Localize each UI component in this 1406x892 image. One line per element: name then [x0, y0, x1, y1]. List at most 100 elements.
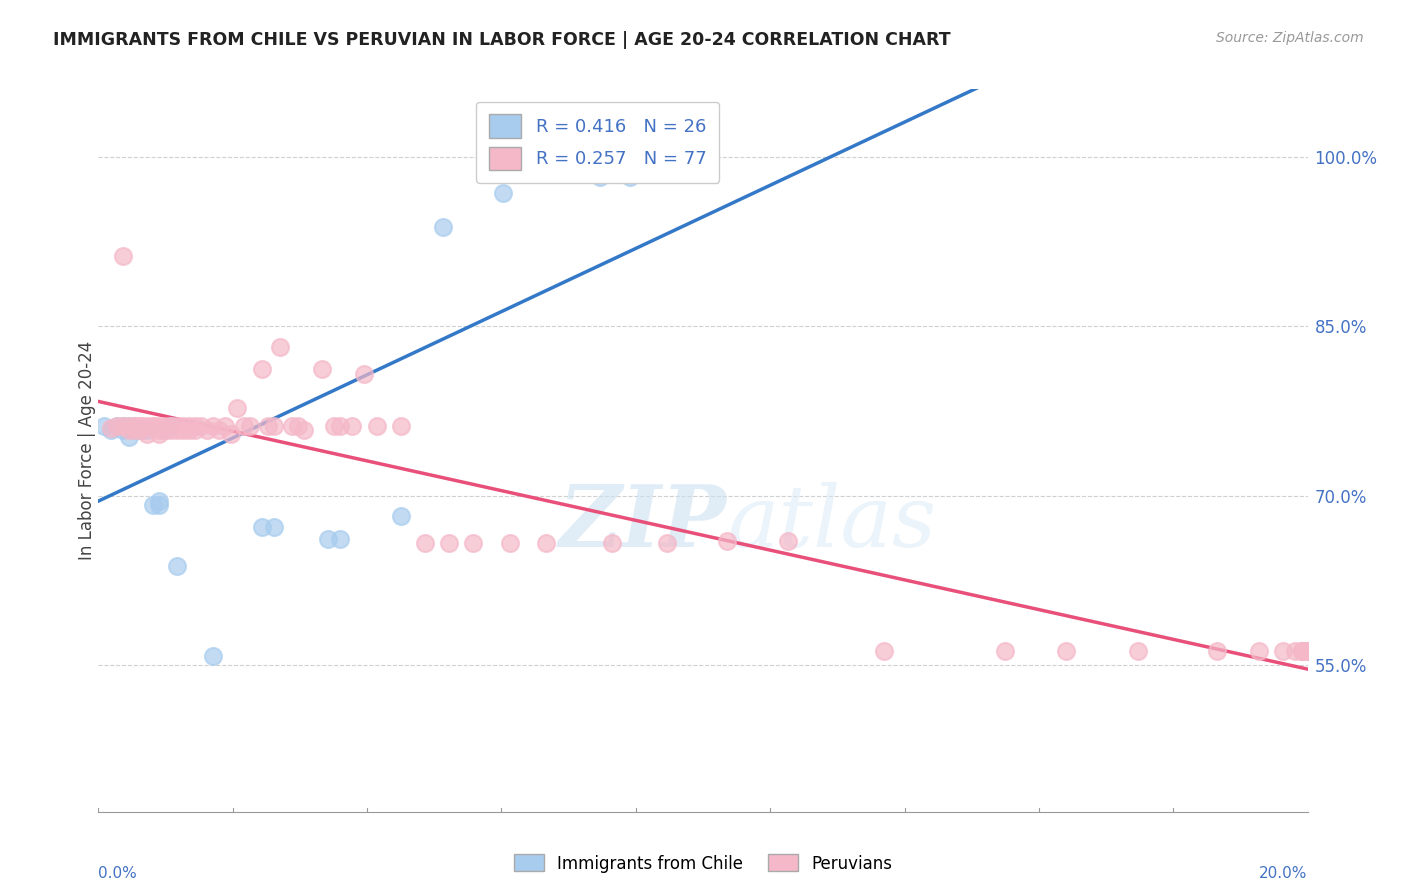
Point [389, 508, 412, 523]
Point [239, 418, 262, 433]
Point [311, 362, 333, 376]
Legend: R = 0.416   N = 26, R = 0.257   N = 77: R = 0.416 N = 26, R = 0.257 N = 77 [477, 102, 720, 183]
Point [142, 498, 165, 512]
Point [129, 418, 152, 433]
Point [1291, 644, 1313, 658]
Point [202, 648, 225, 663]
Point [124, 423, 146, 437]
Point [1054, 644, 1077, 658]
Point [172, 418, 194, 433]
Point [269, 340, 291, 354]
Point [232, 418, 254, 433]
Text: Source: ZipAtlas.com: Source: ZipAtlas.com [1216, 31, 1364, 45]
Point [292, 423, 315, 437]
Point [135, 423, 157, 437]
Point [432, 219, 454, 234]
Point [214, 418, 236, 433]
Point [153, 423, 176, 437]
Point [118, 418, 141, 433]
Point [263, 520, 285, 534]
Point [655, 536, 678, 550]
Point [1284, 644, 1306, 658]
Point [534, 536, 557, 550]
Point [226, 401, 249, 415]
Point [329, 418, 352, 433]
Point [250, 362, 273, 376]
Point [208, 423, 231, 437]
Point [342, 418, 364, 433]
Point [1206, 644, 1229, 658]
Point [184, 418, 207, 433]
Point [437, 536, 460, 550]
Point [124, 418, 146, 433]
Point [153, 423, 176, 437]
Point [148, 418, 170, 433]
Point [111, 249, 134, 263]
Point [256, 418, 278, 433]
Point [179, 418, 201, 433]
Point [323, 418, 346, 433]
Point [366, 418, 388, 433]
Point [873, 644, 896, 658]
Point [124, 418, 146, 433]
Point [994, 644, 1017, 658]
Point [413, 536, 436, 550]
Point [142, 418, 165, 433]
Point [1291, 644, 1313, 658]
Point [1296, 644, 1319, 658]
Point [148, 423, 170, 437]
Point [160, 418, 183, 433]
Point [105, 418, 128, 433]
Point [160, 418, 183, 433]
Point [1296, 644, 1319, 658]
Point [1249, 644, 1271, 658]
Point [105, 418, 128, 433]
Point [619, 170, 641, 185]
Point [153, 418, 176, 433]
Point [498, 536, 520, 550]
Point [93, 418, 115, 433]
Point [160, 423, 183, 437]
Text: 20.0%: 20.0% [1260, 866, 1308, 881]
Point [166, 418, 188, 433]
Point [129, 423, 152, 437]
Text: ZIP: ZIP [560, 481, 727, 565]
Point [353, 367, 375, 381]
Point [135, 426, 157, 441]
Point [148, 426, 170, 441]
Point [250, 520, 273, 534]
Point [179, 423, 201, 437]
Point [1128, 644, 1150, 658]
Point [100, 421, 122, 435]
Text: atlas: atlas [727, 482, 936, 564]
Point [202, 418, 225, 433]
Point [148, 498, 170, 512]
Point [389, 418, 412, 433]
Point [263, 418, 285, 433]
Point [281, 418, 304, 433]
Point [1291, 644, 1313, 658]
Point [287, 418, 309, 433]
Text: 0.0%: 0.0% [98, 866, 138, 881]
Point [118, 423, 141, 437]
Point [221, 426, 243, 441]
Point [1296, 644, 1319, 658]
Y-axis label: In Labor Force | Age 20-24: In Labor Force | Age 20-24 [79, 341, 96, 560]
Point [100, 423, 122, 437]
Point [184, 423, 207, 437]
Point [111, 418, 134, 433]
Point [1272, 644, 1295, 658]
Point [172, 423, 194, 437]
Point [166, 558, 188, 573]
Point [463, 536, 485, 550]
Point [166, 423, 188, 437]
Point [776, 533, 799, 548]
Point [118, 418, 141, 433]
Point [716, 533, 738, 548]
Point [329, 532, 352, 546]
Point [111, 418, 134, 433]
Point [142, 418, 165, 433]
Point [589, 170, 612, 185]
Point [129, 418, 152, 433]
Point [492, 186, 515, 200]
